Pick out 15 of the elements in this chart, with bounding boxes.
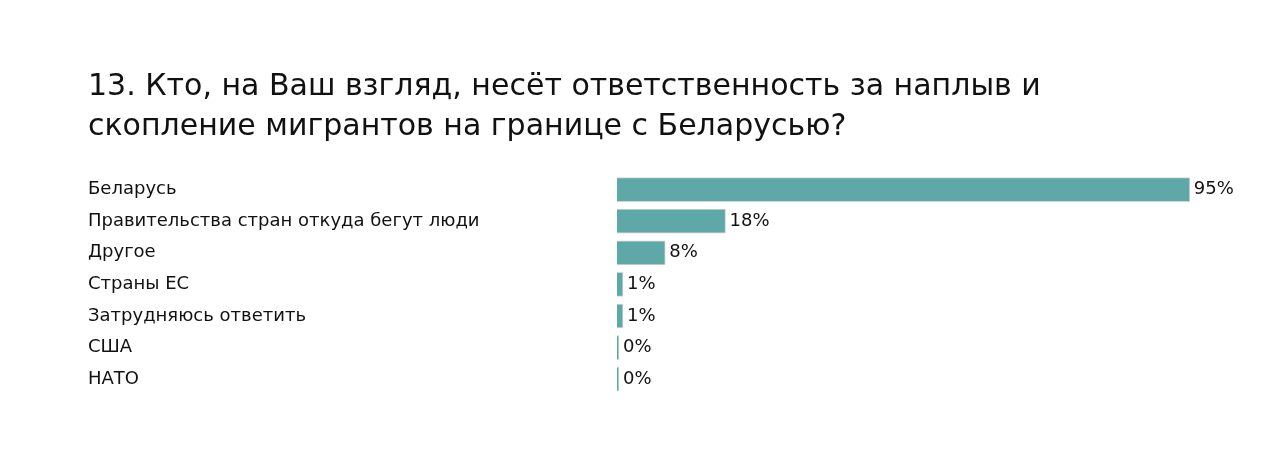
data-label: 18% — [729, 208, 770, 230]
y-tick-label: Беларусь — [88, 177, 177, 199]
y-tick-label: Затрудняюсь ответить — [88, 303, 307, 325]
y-tick-label: Другое — [88, 240, 156, 262]
data-label: 1% — [627, 303, 656, 325]
y-tick-label: НАТО — [88, 366, 140, 388]
data-label: 0% — [623, 335, 652, 357]
data-label: 0% — [623, 366, 652, 388]
data-label: 8% — [669, 240, 698, 262]
data-label: 95% — [1193, 177, 1234, 199]
y-tick-label: Правительства стран откуда бегут люди — [88, 208, 480, 230]
chart-title: 13. Кто, на Ваш взгляд, несёт ответственность за наплыв и скопление мигрантов на границе с Беларусью? — [88, 66, 1042, 144]
y-tick-label: Страны ЕС — [88, 272, 190, 294]
y-tick-label: США — [88, 335, 133, 357]
data-label: 1% — [627, 272, 656, 294]
